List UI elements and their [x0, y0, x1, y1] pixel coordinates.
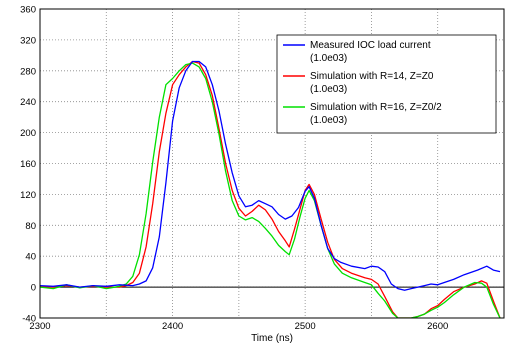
legend-entry-2: Simulation with R=16, Z=Z0/2 — [310, 102, 442, 113]
x-tick-labels: 2300 2400 2500 2600 — [29, 321, 448, 332]
legend-scale-2: (1.0e03) — [310, 115, 347, 126]
x-tick-label: 2400 — [162, 321, 183, 332]
legend-entry-0: Measured IOC load current — [310, 40, 431, 51]
y-tick-label: 280 — [20, 66, 36, 77]
y-tick-label: 40 — [25, 252, 36, 263]
y-tick-label: 80 — [25, 221, 36, 232]
y-tick-label: 0 — [31, 283, 36, 294]
legend: Measured IOC load current (1.0e03) Simulat… — [276, 34, 497, 134]
x-tick-label: 2500 — [295, 321, 316, 332]
y-tick-label: 120 — [20, 190, 36, 201]
y-tick-label: 320 — [20, 35, 36, 46]
x-tick-label: 2600 — [427, 321, 448, 332]
y-tick-label: 200 — [20, 128, 36, 139]
y-tick-labels: -40 0 40 80 120 160 200 240 280 320 360 — [20, 5, 36, 325]
legend-entry-1: Simulation with R=14, Z=Z0 — [310, 71, 434, 82]
series-line-0 — [40, 60, 501, 291]
y-tick-label: 360 — [20, 5, 36, 16]
series-group — [40, 60, 501, 318]
series-line-2 — [40, 62, 501, 318]
y-tick-label: 160 — [20, 159, 36, 170]
x-axis-label: Time (ns) — [251, 333, 293, 344]
legend-box — [276, 34, 497, 134]
plot-frame — [39, 8, 505, 319]
x-tick-label: 2300 — [29, 321, 50, 332]
legend-scale-1: (1.0e03) — [310, 84, 347, 95]
legend-scale-0: (1.0e03) — [310, 53, 347, 64]
y-tick-label: 240 — [20, 97, 36, 108]
y-tick-label: -40 — [22, 314, 36, 325]
